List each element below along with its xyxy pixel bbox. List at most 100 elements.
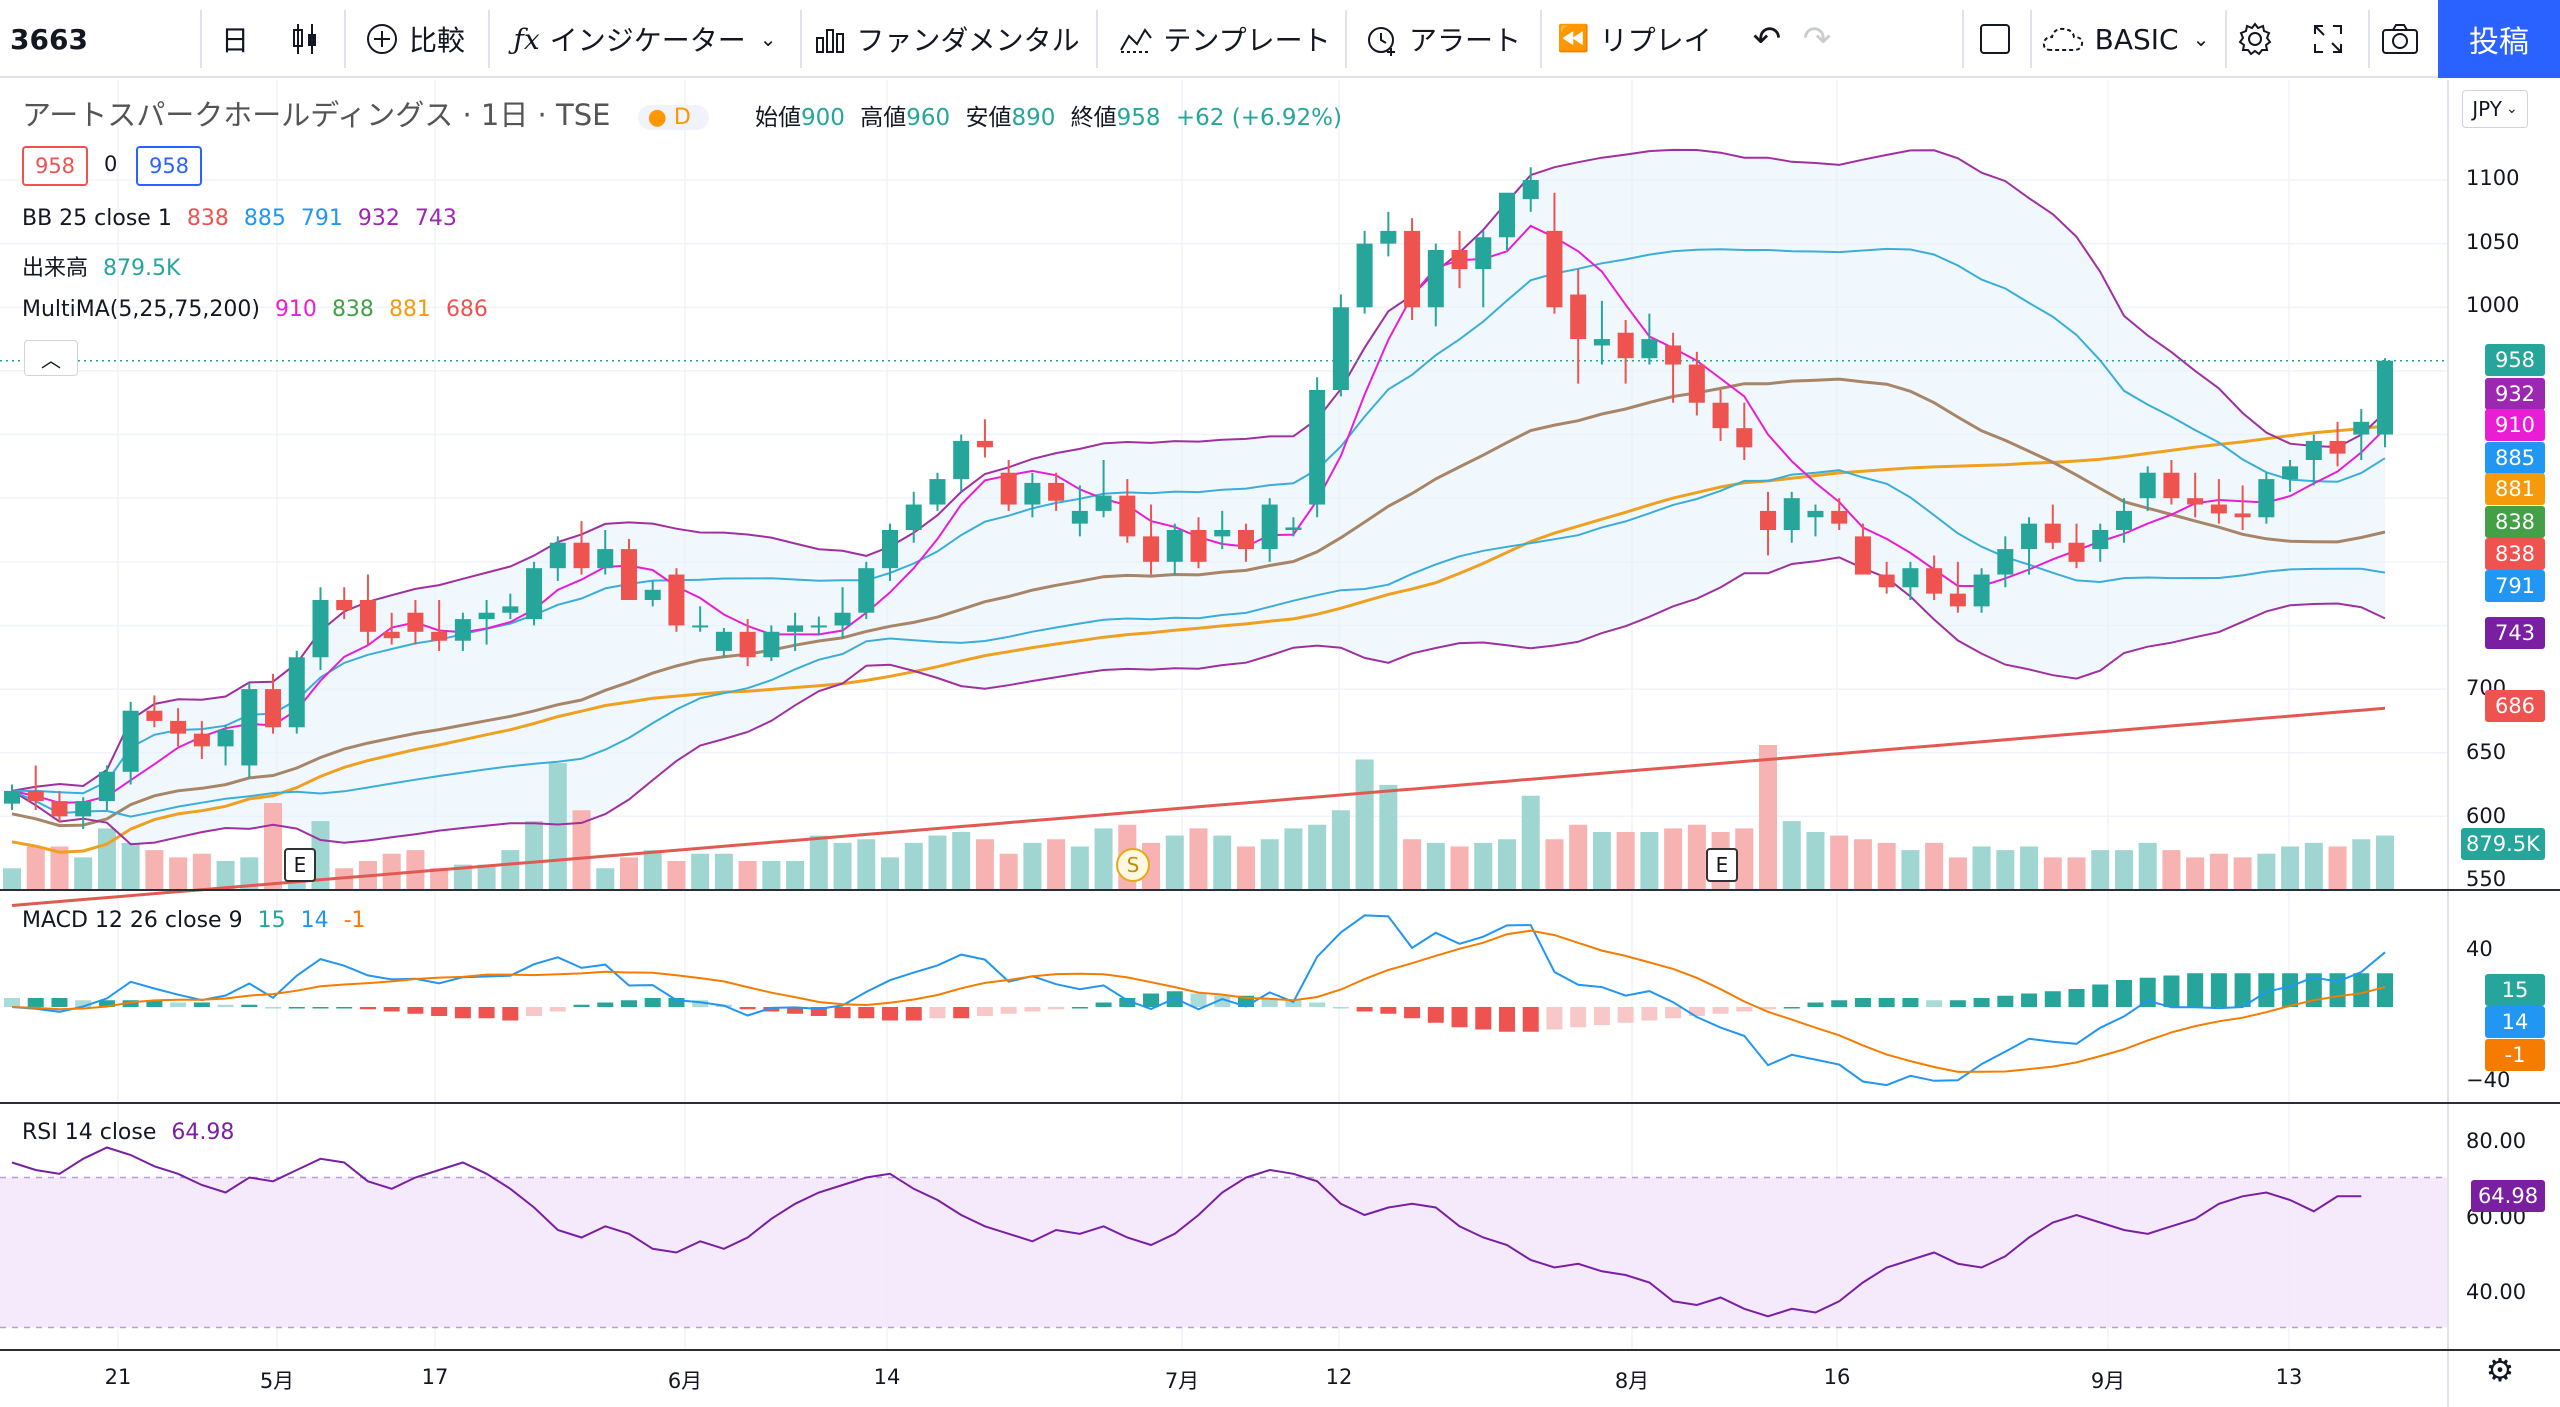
layout-select-button[interactable]	[1970, 0, 2020, 78]
volume-bar	[1948, 857, 1967, 890]
macd-histogram-bar	[882, 1007, 899, 1021]
chart-canvas[interactable]	[0, 80, 2560, 1407]
macd-histogram-bar	[858, 1007, 875, 1019]
screenshot-button[interactable]	[2375, 0, 2425, 78]
volume-bar	[2020, 846, 2039, 890]
volume-bar	[406, 850, 425, 890]
sell-button[interactable]: 958	[22, 146, 88, 186]
layout-name-button[interactable]: BASIC ⌄	[2040, 0, 2210, 78]
split-marker[interactable]: S	[1116, 848, 1150, 882]
chart-type-button[interactable]	[280, 0, 330, 78]
ma-legend-label: MultiMA(5,25,75,200)	[22, 297, 260, 322]
redo-button[interactable]: ↷	[1792, 0, 1842, 78]
macd-histogram-bar	[834, 1007, 851, 1019]
ma200-line	[11, 706, 2386, 907]
candle-body	[787, 625, 804, 632]
macd-histogram-bar	[787, 1007, 804, 1014]
candle-body	[739, 631, 756, 658]
macd-histogram-bar	[1997, 995, 2014, 1007]
compare-label: 比較	[408, 24, 465, 57]
candle-body	[1665, 345, 1682, 365]
price-tag-bb-upper: 932	[2485, 378, 2545, 410]
fundamentals-button[interactable]: ファンダメンタル	[812, 0, 1082, 78]
candle-body	[1309, 390, 1326, 505]
candle-body	[2258, 479, 2275, 518]
bb-legend-value: 743	[414, 206, 457, 231]
settings-button[interactable]	[2230, 0, 2280, 78]
macd-histogram-bar	[1261, 998, 1278, 1007]
macd-histogram-bar	[1356, 1007, 1373, 1012]
templates-icon	[1120, 28, 1153, 53]
fullscreen-button[interactable]	[2303, 0, 2353, 78]
rsi-legend[interactable]: RSI 14 close 64.98	[22, 1120, 242, 1145]
post-button[interactable]: 投稿	[2438, 0, 2560, 78]
bb-legend[interactable]: BB 25 close 1 838 885 791 932 743	[22, 206, 465, 231]
gear-icon	[2238, 22, 2272, 56]
candle-body	[359, 600, 376, 632]
chevron-down-icon: ⌄	[2192, 27, 2210, 51]
price-tag-bb-lower2: 743	[2485, 617, 2545, 649]
signal-line	[11, 929, 2386, 1073]
symbol-search[interactable]: 3663	[10, 0, 100, 78]
currency-select[interactable]: JPY ⌄	[2462, 90, 2528, 128]
macd-histogram-bar	[193, 1002, 210, 1007]
volume-bar	[240, 857, 259, 890]
buy-button[interactable]: 958	[136, 146, 202, 186]
interval-button[interactable]: 日	[210, 0, 260, 78]
undo-button[interactable]: ↶	[1742, 0, 1792, 78]
candle-body	[193, 733, 210, 747]
macd-histogram-bar	[1949, 1000, 1966, 1007]
volume-bar	[1664, 828, 1683, 890]
divider	[800, 10, 802, 68]
axis-settings-button[interactable]: ⚙	[2470, 1340, 2530, 1400]
price-axis-tick: 650	[2466, 740, 2507, 764]
macd-histogram-bar	[2258, 973, 2275, 1007]
volume-bar	[2162, 850, 2181, 890]
candle-body	[122, 710, 139, 772]
collapse-legend-button[interactable]: ︿	[24, 340, 78, 376]
macd-histogram-bar	[359, 1007, 376, 1010]
candle-body	[1356, 243, 1373, 308]
volume-bar	[1308, 824, 1327, 890]
rsi-line	[11, 1146, 2362, 1318]
compare-button[interactable]: 比較	[355, 0, 475, 78]
bb-legend-value: 932	[357, 206, 400, 231]
templates-button[interactable]: テンプレート	[1110, 0, 1340, 78]
volume-bar	[3, 868, 21, 890]
macd-histogram-bar	[2044, 991, 2061, 1007]
macd-legend[interactable]: MACD 12 26 close 9 15 14 -1	[22, 908, 374, 933]
candle-body	[858, 568, 875, 613]
ma-legend[interactable]: MultiMA(5,25,75,200) 910 838 881 686	[22, 297, 496, 322]
bb-inner-upper-line	[12, 247, 2386, 795]
indicators-button[interactable]: ƒx インジケーター ⌄	[500, 0, 790, 78]
candle-body	[1332, 307, 1349, 390]
candle-body	[1143, 536, 1160, 562]
volume-legend[interactable]: 出来高 879.5K	[22, 250, 188, 282]
replay-button[interactable]: ⏪ リプレイ	[1552, 0, 1717, 78]
volume-bar	[2091, 850, 2110, 890]
volume-bar	[1545, 839, 1564, 890]
macd-histogram-bar	[1831, 1000, 1848, 1007]
macd-histogram-bar	[431, 1007, 448, 1016]
time-axis-tick: 6月	[667, 1369, 703, 1393]
volume-bar	[762, 861, 781, 890]
alert-button[interactable]: アラート	[1358, 0, 1528, 78]
chevron-down-icon: ⌄	[2506, 101, 2518, 117]
candle-body	[929, 479, 946, 505]
macd-histogram-bar	[2187, 973, 2204, 1007]
cloud-icon	[2042, 27, 2083, 51]
volume-bar	[999, 853, 1018, 890]
time-axis-tick: 7月	[1164, 1369, 1200, 1393]
earnings-marker[interactable]: E	[284, 848, 316, 882]
time-axis-tick: 13	[2275, 1365, 2303, 1389]
candle-body	[1641, 339, 1658, 359]
ohlc-readout: 始値900 高値960 安値890 終値958 +62 (+6.92%)	[755, 98, 1350, 132]
candle-body	[312, 600, 329, 658]
candle-body	[1119, 495, 1136, 537]
price-tag-ma75: 881	[2485, 473, 2545, 505]
earnings-marker[interactable]: E	[1706, 848, 1738, 882]
macd-histogram-bar	[597, 1002, 614, 1007]
candle-body	[1593, 339, 1610, 346]
macd-histogram-bar	[1902, 998, 1919, 1007]
post-label: 投稿	[2469, 25, 2529, 60]
